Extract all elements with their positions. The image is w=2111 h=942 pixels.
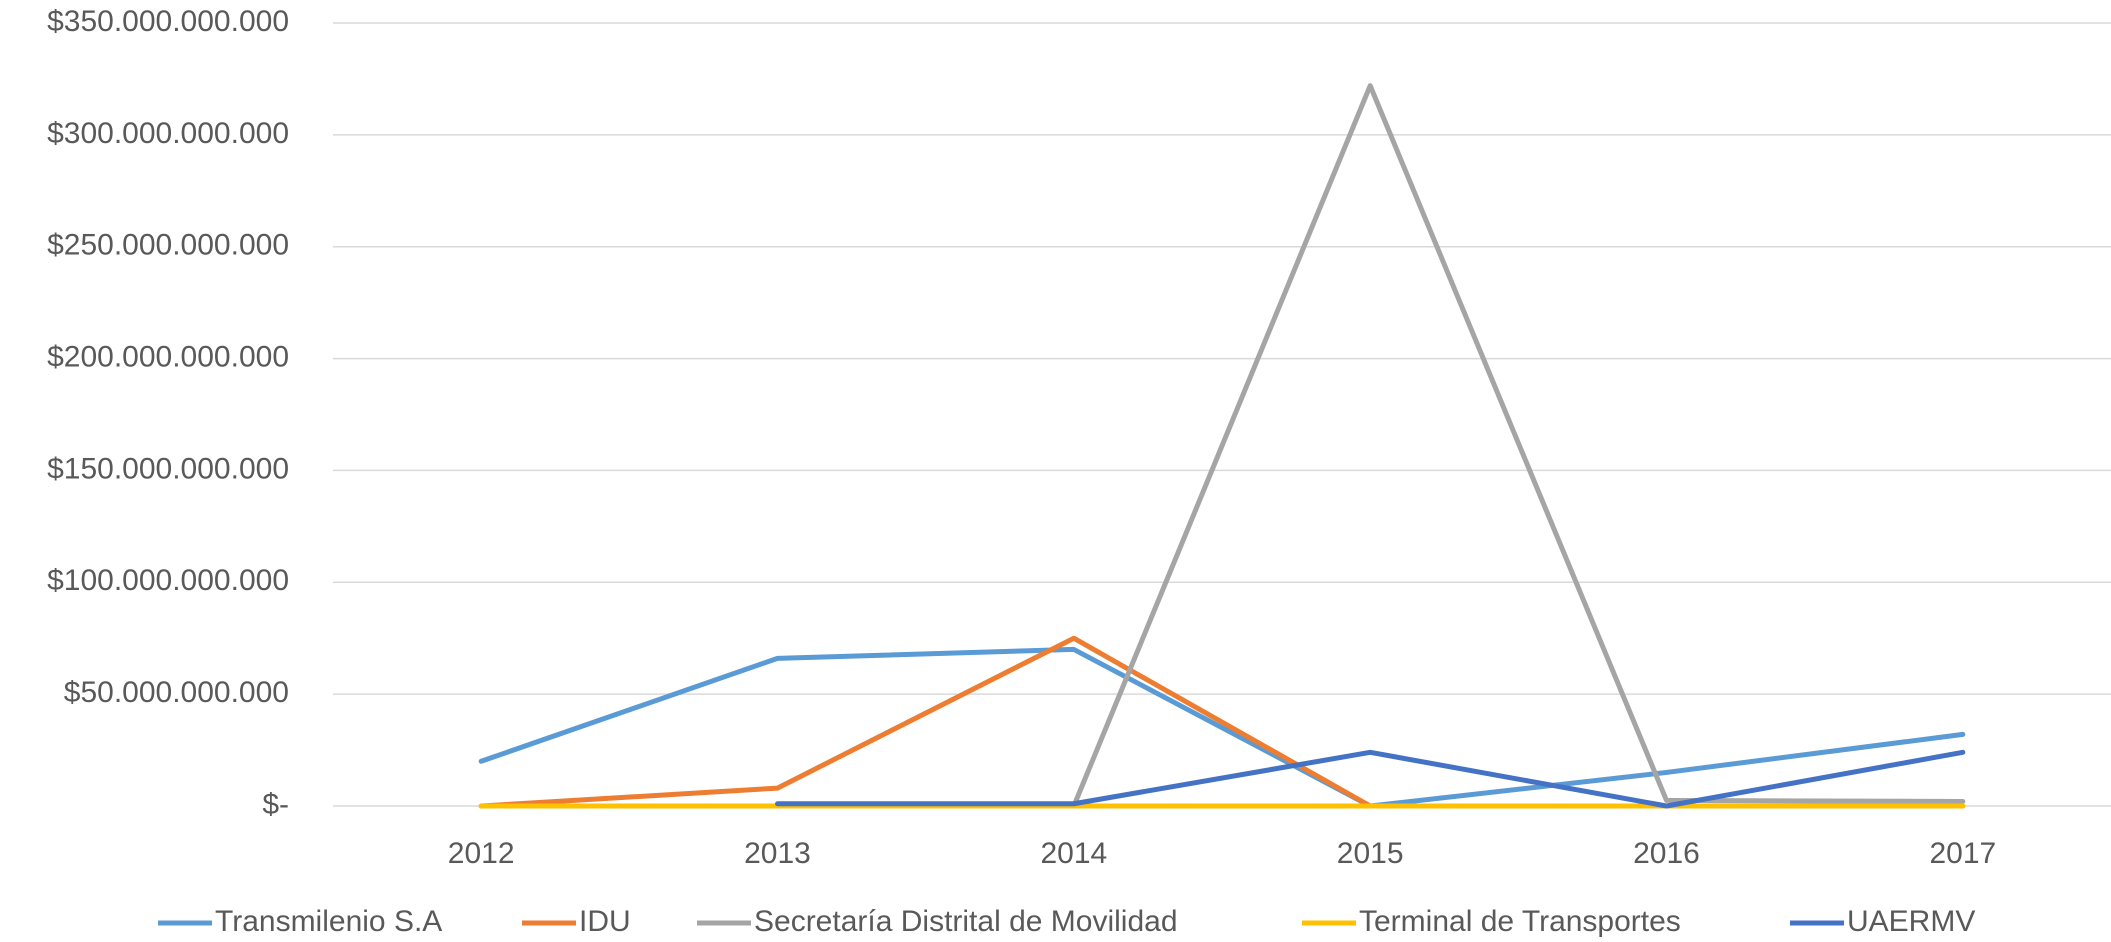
x-tick-label: 2014 [1040, 837, 1107, 870]
x-tick-label: 2015 [1337, 837, 1404, 870]
y-tick-label: $200.000.000.000 [47, 340, 289, 373]
legend-label: UAERMV [1847, 905, 1975, 938]
y-tick-label: $350.000.000.000 [47, 5, 289, 38]
y-tick-label: $- [262, 788, 289, 821]
x-tick-label: 2013 [744, 837, 811, 870]
x-tick-label: 2017 [1929, 837, 1996, 870]
y-tick-label: $300.000.000.000 [47, 117, 289, 150]
series-line [775, 749, 1966, 809]
legend-label: IDU [579, 905, 631, 938]
series-line [478, 646, 1966, 809]
x-tick-label: 2016 [1633, 837, 1700, 870]
y-tick-label: $150.000.000.000 [47, 452, 289, 485]
y-tick-label: $50.000.000.000 [64, 676, 289, 709]
y-tick-label: $100.000.000.000 [47, 564, 289, 597]
legend-label: Terminal de Transportes [1359, 905, 1681, 938]
y-tick-label: $250.000.000.000 [47, 229, 289, 262]
legend-label: Secretaría Distrital de Movilidad [754, 905, 1178, 938]
x-tick-label: 2012 [448, 837, 515, 870]
series-line [478, 635, 1966, 809]
series-line [1071, 83, 1966, 809]
legend-label: Transmilenio S.A [215, 905, 442, 938]
